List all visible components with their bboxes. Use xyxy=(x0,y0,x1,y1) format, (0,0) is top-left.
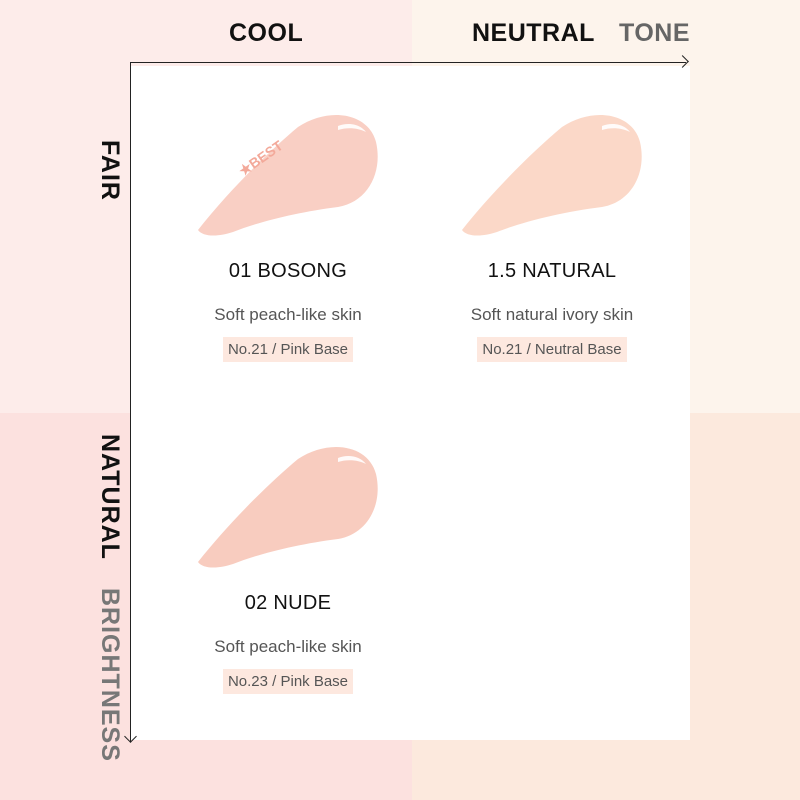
label-cool: COOL xyxy=(229,19,304,47)
base-tag: No.21 / Neutral Base xyxy=(477,337,627,362)
swatch-nude xyxy=(198,447,378,568)
product-name: 1.5 NATURAL xyxy=(487,260,617,282)
product-description: Soft peach-like skin xyxy=(214,305,362,324)
product-card-natural: 1.5 NATURAL Soft natural ivory skin No.2… xyxy=(432,112,672,362)
base-tag: No.23 / Pink Base xyxy=(222,669,354,694)
swatch-natural xyxy=(462,115,642,236)
axis-title-brightness: BRIGHTNESS xyxy=(96,588,124,762)
product-name: 01 BOSONG xyxy=(228,260,348,282)
axis-title-tone: TONE xyxy=(619,19,690,47)
label-fair: FAIR xyxy=(96,140,124,201)
swatch-bosong xyxy=(198,115,378,236)
product-description: Soft natural ivory skin xyxy=(470,305,634,324)
product-card-nude: 02 NUDE Soft peach-like skin No.23 / Pin… xyxy=(168,444,408,694)
label-neutral: NEUTRAL xyxy=(472,19,595,47)
label-natural: NATURAL xyxy=(96,434,124,560)
product-name: 02 NUDE xyxy=(244,592,332,614)
tone-axis xyxy=(130,62,686,63)
product-description: Soft peach-like skin xyxy=(214,637,362,656)
product-card-bosong: 01 BOSONG Soft peach-like skin No.21 / P… xyxy=(168,112,408,362)
brightness-axis xyxy=(130,62,131,742)
base-tag: No.21 / Pink Base xyxy=(222,337,354,362)
